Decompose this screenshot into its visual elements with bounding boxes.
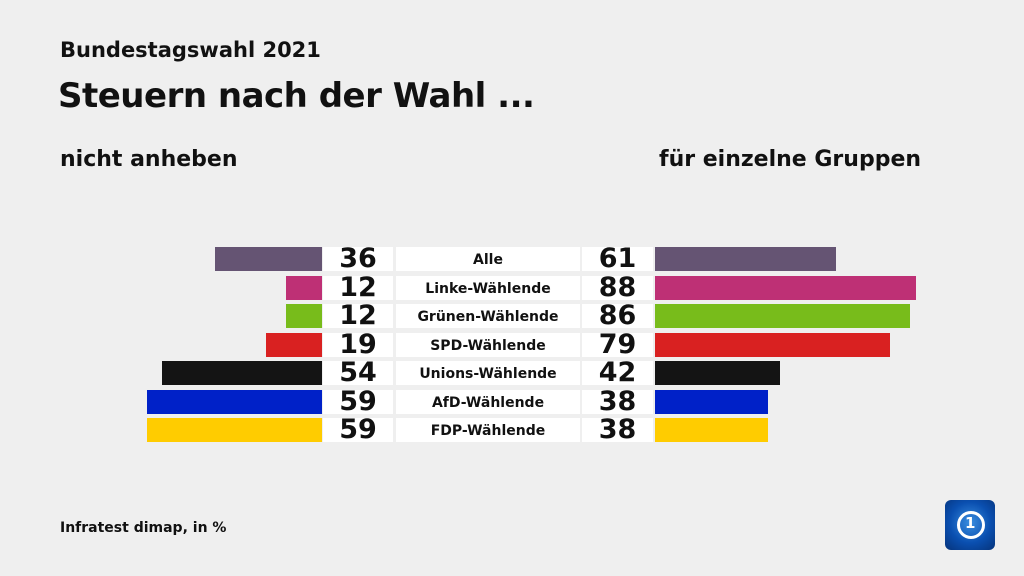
value-left: 59 — [339, 414, 377, 445]
left-heading: nicht anheben — [60, 147, 238, 172]
bar-left — [215, 247, 322, 271]
bar-left — [146, 389, 322, 414]
bar-right — [655, 304, 911, 328]
category-box — [396, 275, 580, 300]
bar-left — [286, 304, 322, 328]
value-box-right — [582, 332, 653, 357]
right-heading: für einzelne Gruppen — [659, 147, 922, 172]
bar-right — [655, 247, 837, 271]
category-box — [396, 247, 580, 271]
value-box-left — [323, 247, 393, 271]
bar-right — [655, 275, 917, 300]
bar-right — [655, 332, 890, 357]
category-label: Unions-Wählende — [419, 366, 557, 382]
value-left: 59 — [339, 385, 377, 417]
value-box-right — [582, 247, 653, 271]
bar-left — [286, 275, 322, 300]
value-left: 54 — [339, 357, 377, 388]
value-left: 36 — [339, 243, 377, 274]
bar-left — [161, 361, 322, 385]
value-right: 88 — [598, 271, 637, 303]
category-label: Grünen-Wählende — [417, 309, 559, 325]
ard-logo-icon: 1 — [945, 500, 995, 550]
bar-right — [655, 361, 780, 385]
value-box-left — [323, 332, 393, 357]
value-right: 79 — [598, 328, 637, 360]
category-box — [396, 304, 580, 328]
bar-left — [265, 332, 322, 357]
value-box-left — [323, 389, 393, 414]
value-right: 38 — [598, 414, 637, 445]
value-box-right — [582, 418, 653, 442]
value-box-left — [323, 304, 393, 328]
bar-right — [655, 389, 768, 414]
category-box — [396, 389, 580, 414]
category-label: Alle — [473, 252, 503, 268]
value-box-right — [582, 389, 653, 414]
value-box-right — [582, 361, 653, 385]
category-box — [396, 418, 580, 442]
value-right: 42 — [598, 357, 637, 388]
value-box-left — [323, 418, 393, 442]
chart-title: Steuern nach der Wahl ... — [58, 76, 535, 116]
value-right: 38 — [598, 385, 637, 417]
value-box-left — [323, 275, 393, 300]
category-label: AfD-Wählende — [431, 394, 545, 411]
category-label: SPD-Wählende — [430, 337, 546, 354]
bar-left — [146, 418, 322, 442]
bar-right — [655, 418, 768, 442]
chart-supertitle: Bundestagswahl 2021 — [60, 38, 321, 62]
value-box-right — [582, 275, 653, 300]
value-left: 12 — [339, 300, 377, 331]
source-note: Infratest dimap, in % — [60, 520, 227, 536]
category-box — [396, 332, 580, 357]
category-label: FDP-Wählende — [430, 423, 546, 439]
value-left: 19 — [339, 328, 377, 360]
value-left: 12 — [339, 271, 377, 303]
value-box-right — [582, 304, 653, 328]
value-right: 61 — [598, 243, 637, 274]
category-box — [396, 361, 580, 385]
value-box-left — [323, 361, 393, 385]
category-label: Linke-Wählende — [425, 280, 551, 297]
value-right: 86 — [598, 300, 637, 331]
